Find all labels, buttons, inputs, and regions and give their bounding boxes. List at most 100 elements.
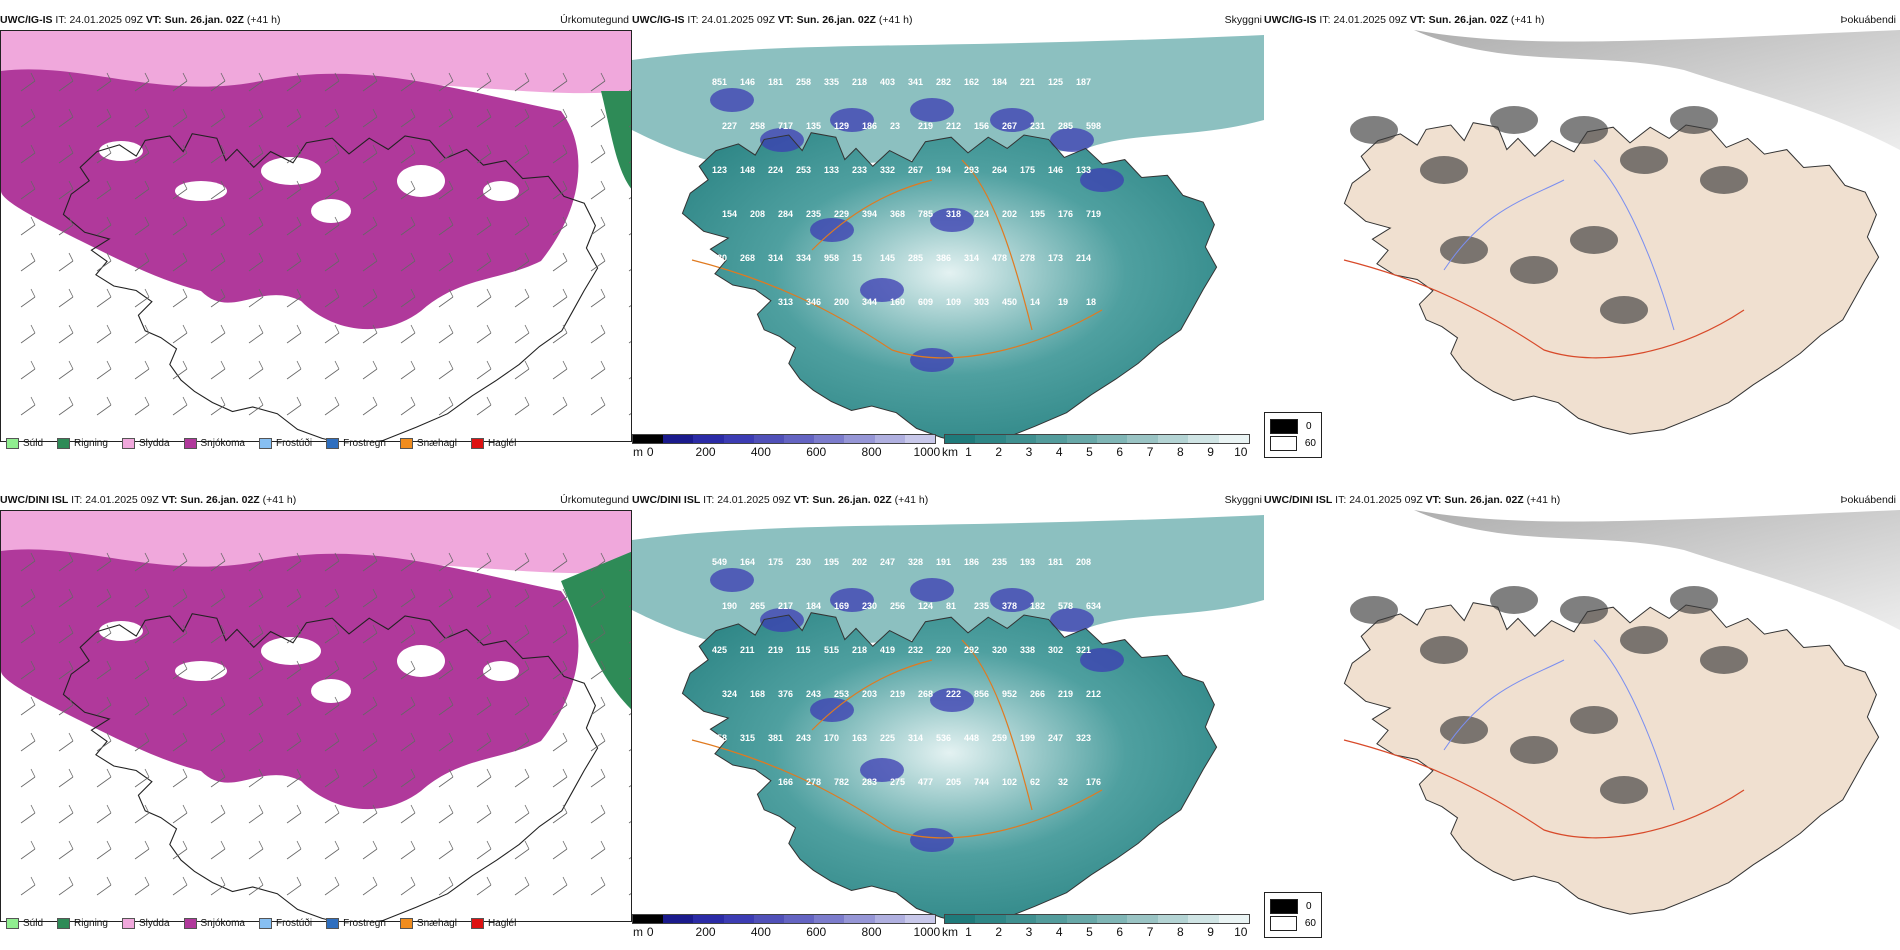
legend-swatch [57,438,71,449]
panel-title: Þokuábendi [1840,14,1896,26]
elevation-label: 219 [890,689,905,699]
wind-barb [134,624,150,644]
legend-label: Frostregn [343,438,386,449]
wind-barb [286,252,302,272]
wind-barb [552,624,568,644]
wind-barb [400,324,416,344]
elevation-label: 231 [1030,121,1045,131]
visibility-field [682,132,1217,442]
wind-barb [20,732,36,752]
elevation-label: 477 [918,777,933,787]
wind-barb [362,660,378,680]
wind-barb [362,588,378,608]
wind-barb [210,624,226,644]
wind-barb [476,876,492,896]
panel-title: Úrkomutegund [560,14,629,26]
wind-barb [400,216,416,236]
wind-barb [514,360,530,380]
wind-barb [590,108,606,128]
wind-barb [20,768,36,788]
elevation-label: 163 [852,733,867,743]
wind-barb [248,804,264,824]
wind-barb [514,696,530,716]
elevation-label: 124 [918,601,933,611]
elevation-label: 243 [806,689,821,699]
no-precip-patch [397,165,445,197]
wind-barb [324,324,340,344]
wind-barb [438,180,454,200]
fog-high-area [1700,646,1748,674]
wind-barb [590,768,606,788]
elevation-label: 302 [1048,645,1063,655]
wind-barb [134,288,150,308]
wind-barb [438,768,454,788]
wind-barb [552,732,568,752]
wind-barb [248,324,264,344]
wind-barb [400,876,416,896]
wind-barb [134,768,150,788]
fog-legend-item: 60 [1270,436,1316,451]
wind-barb [248,180,264,200]
elevation-label: 235 [806,209,821,219]
wind-barb [362,768,378,788]
elevation-label: 184 [806,601,821,611]
elevation-label: 782 [834,777,849,787]
elevation-label: 303 [974,297,989,307]
elevation-label: 221 [1020,77,1035,87]
wind-barb [20,396,36,416]
fog-high-area [1700,166,1748,194]
colorbar-tick: 600 [806,445,827,459]
wind-barb [438,624,454,644]
elevation-label: 19 [1058,297,1068,307]
wind-barb [514,804,530,824]
elevation-label: 856 [974,689,989,699]
wind-barb [286,696,302,716]
elevation-cell [1080,648,1124,672]
wind-barb [514,216,530,236]
wind-barb [552,216,568,236]
fog-high-area [1670,586,1718,614]
elevation-label: 169 [834,601,849,611]
elevation-label: 314 [768,253,783,263]
wind-barb [362,876,378,896]
legend-swatch [470,918,484,929]
wind-barb [362,804,378,824]
elevation-label: 160 [750,777,765,787]
legend-label: Slydda [138,438,170,449]
wind-barb [400,288,416,308]
wind-barb [476,360,492,380]
elevation-cell [990,108,1034,132]
wind-barb [172,660,188,680]
fog-high-area [1420,636,1468,664]
colorbar-unit: m [633,445,643,459]
fog-high-area [1440,236,1488,264]
elevation-label: 195 [824,557,839,567]
elevation-cell [910,578,954,602]
wind-barb [476,324,492,344]
elevation-label: 419 [880,645,895,655]
wind-barb [514,588,530,608]
elevation-label: 184 [992,77,1007,87]
wind-barb [210,396,226,416]
elevation-label: 176 [1058,209,1073,219]
elevation-label: 129 [834,121,849,131]
colorbar-tick: 6 [1116,925,1124,939]
wind-barb [172,732,188,752]
wind-barb [286,216,302,236]
wind-barb [286,396,302,416]
wind-barb [438,732,454,752]
elevation-label: 268 [918,689,933,699]
elevation-label: 190 [722,601,737,611]
wind-barb [20,876,36,896]
elevation-cell [910,98,954,122]
wind-barb [134,804,150,824]
wind-barb [96,768,112,788]
elevation-cell [910,348,954,372]
colorbar-gradient [944,914,1250,924]
wind-barb [552,396,568,416]
wind-barb [210,108,226,128]
elevation-label: 403 [880,77,895,87]
wind-barb [58,552,74,572]
legend-label: Rigning [74,918,108,929]
wind-barb [20,180,36,200]
